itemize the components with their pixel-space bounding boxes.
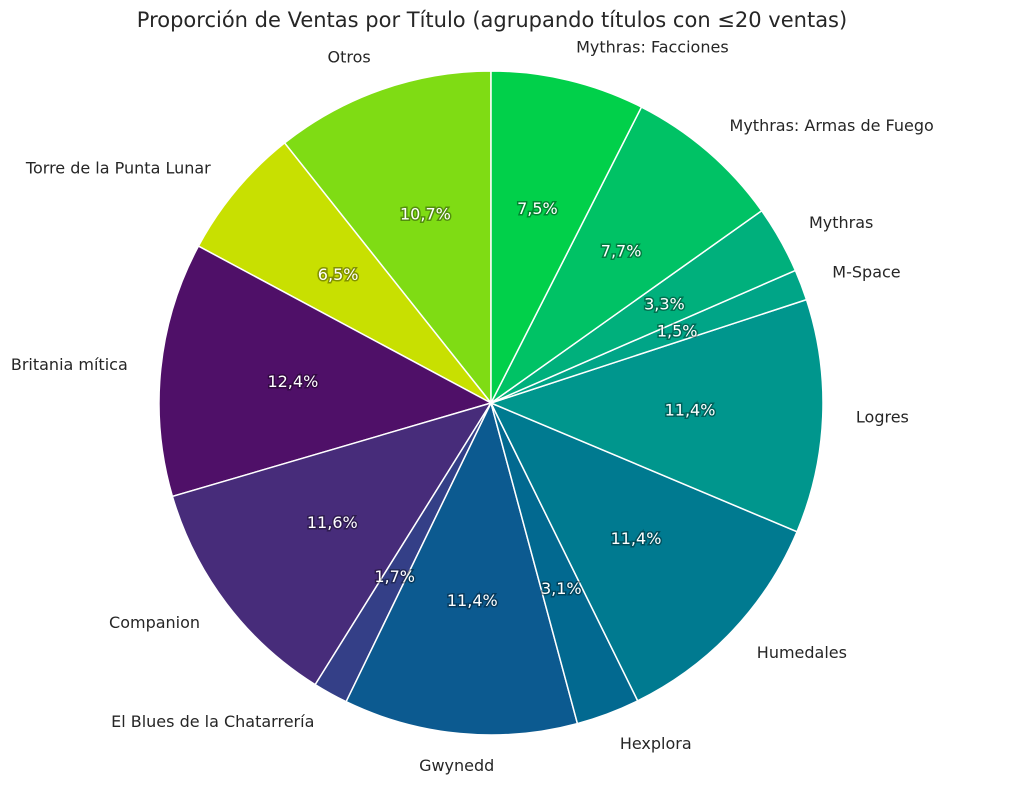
slice-label-logres: Logres — [856, 407, 909, 426]
chart-title: Proporción de Ventas por Título (agrupan… — [136, 8, 848, 32]
slice-label-companion: Companion — [109, 613, 200, 632]
slice-label-humedales: Humedales — [757, 643, 847, 662]
slice-label-otros: Otros — [328, 48, 371, 67]
slice-label-mythras-facciones: Mythras: Facciones — [576, 37, 729, 56]
pct-label-logres: 11,4% — [665, 401, 716, 420]
pie-slice-mythras-armas-de-fuego — [490, 106, 763, 404]
slice-label-torre-de-la-punta-lunar: Torre de la Punta Lunar — [25, 158, 211, 177]
pct-label-humedales: 11,4% — [611, 529, 662, 548]
slice-label-el-blues-de-la-chatarreria: El Blues de la Chatarrería — [111, 712, 314, 731]
pct-label-mythras-armas-de-fuego: 7,7% — [601, 242, 642, 261]
pie-slice-britania-mitica — [158, 245, 493, 498]
slice-label-mythras-armas-de-fuego: Mythras: Armas de Fuego — [730, 116, 934, 135]
pct-label-otros: 10,7% — [400, 204, 451, 223]
pct-label-m-space: 1,5% — [657, 322, 698, 341]
pct-label-gwynedd: 11,4% — [447, 591, 498, 610]
pct-label-torre-de-la-punta-lunar: 6,5% — [318, 265, 359, 284]
slice-label-m-space: M-Space — [832, 263, 900, 282]
pie-slice-logres — [488, 298, 824, 533]
slice-label-mythras: Mythras — [809, 213, 873, 232]
pie-slice-torre-de-la-punta-lunar — [197, 141, 492, 404]
pie-slice-humedales — [489, 401, 799, 702]
pct-label-britania-mitica: 12,4% — [267, 372, 318, 391]
slice-label-gwynedd: Gwynedd — [419, 756, 494, 775]
pie-slice-mythras-facciones — [490, 70, 643, 404]
pie-slice-companion — [171, 401, 493, 686]
pct-label-mythras: 3,3% — [644, 295, 685, 314]
slice-label-britania-mitica: Britania mítica — [11, 355, 128, 374]
pct-label-mythras-facciones: 7,5% — [517, 199, 558, 218]
pct-label-hexplora: 3,1% — [541, 579, 582, 598]
pct-label-companion: 11,6% — [307, 513, 358, 532]
pct-label-el-blues-de-la-chatarreria: 1,7% — [374, 567, 415, 586]
pie-slice-otros — [283, 70, 492, 406]
pie-slice-gwynedd — [345, 400, 579, 736]
slice-label-hexplora: Hexplora — [620, 734, 692, 753]
